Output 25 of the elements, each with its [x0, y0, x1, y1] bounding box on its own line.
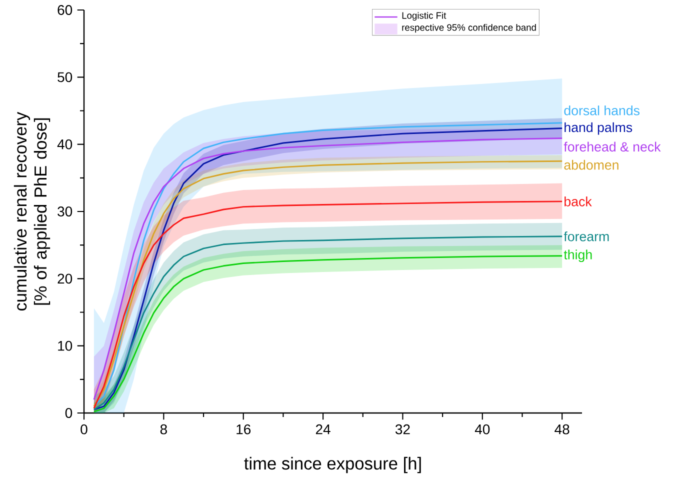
- x-tick-label: 40: [474, 424, 490, 434]
- x-tick-label: 32: [395, 424, 410, 434]
- series-label: hand palms: [564, 122, 632, 135]
- series-label: forehead & neck: [564, 142, 661, 152]
- y-tick-label: 60: [58, 5, 72, 15]
- y-tick-label: 40: [57, 139, 72, 150]
- x-tick-label: 0: [80, 424, 88, 434]
- y-tick-label: 30: [58, 206, 72, 216]
- x-axis-title: time since exposure [h]: [244, 456, 421, 474]
- y-tick-label: 50: [58, 72, 72, 82]
- series-label: forearm: [564, 231, 609, 242]
- series-label: abdomen: [564, 160, 618, 170]
- x-tick-label: 16: [236, 424, 251, 434]
- y-tick-label: 10: [58, 340, 72, 351]
- x-tick-label: 48: [554, 424, 570, 434]
- x-tick-label: 24: [316, 424, 330, 434]
- y-axis-title: cumulative renal recovery [% of applied PhE dose]: [14, 112, 50, 311]
- x-tick-label: 8: [160, 424, 167, 434]
- y-tick-label: 20: [58, 274, 72, 284]
- series-label: thigh: [564, 250, 592, 262]
- y-tick-label: 0: [65, 408, 72, 418]
- annotation: respective 95% confidence band: [402, 24, 536, 33]
- series-label: dorsal hands: [564, 106, 640, 116]
- series-label: back: [564, 196, 592, 206]
- annotation: Logistic Fit: [402, 12, 446, 21]
